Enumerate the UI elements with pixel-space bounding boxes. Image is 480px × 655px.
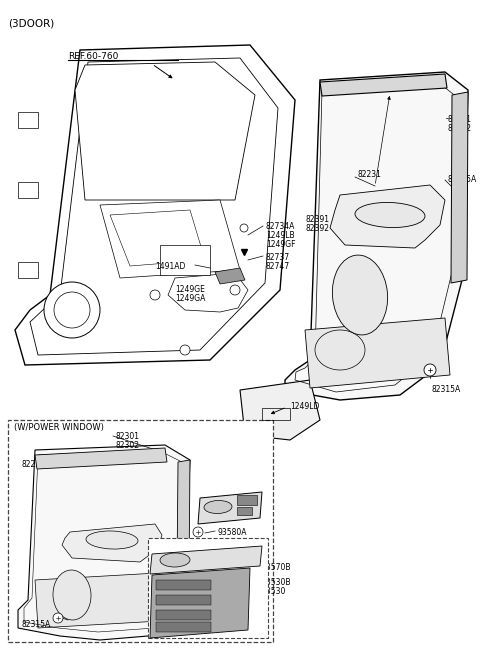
Text: 93570B: 93570B bbox=[262, 563, 291, 572]
Text: (3DOOR): (3DOOR) bbox=[8, 18, 54, 28]
Circle shape bbox=[193, 527, 203, 537]
Polygon shape bbox=[320, 74, 447, 96]
Polygon shape bbox=[305, 318, 450, 388]
Circle shape bbox=[150, 290, 160, 300]
Circle shape bbox=[44, 282, 100, 338]
Text: 82315A: 82315A bbox=[22, 620, 51, 629]
Polygon shape bbox=[18, 445, 190, 640]
Text: 82231: 82231 bbox=[358, 170, 382, 179]
Text: 93580A: 93580A bbox=[218, 528, 248, 537]
Text: (LH): (LH) bbox=[152, 541, 168, 550]
Circle shape bbox=[180, 345, 190, 355]
Ellipse shape bbox=[332, 255, 388, 335]
Text: 1249GA: 1249GA bbox=[175, 294, 205, 303]
Text: 82302: 82302 bbox=[115, 441, 139, 450]
Bar bbox=[18, 262, 38, 278]
Polygon shape bbox=[168, 273, 248, 312]
Bar bbox=[18, 182, 38, 198]
Text: 82231: 82231 bbox=[22, 460, 46, 469]
Text: (W/POWER WINDOW): (W/POWER WINDOW) bbox=[14, 423, 104, 432]
Polygon shape bbox=[35, 572, 178, 628]
Ellipse shape bbox=[355, 202, 425, 227]
Text: 82734A: 82734A bbox=[266, 222, 295, 231]
Bar bbox=[148, 538, 268, 638]
Polygon shape bbox=[177, 460, 190, 575]
Polygon shape bbox=[75, 62, 255, 200]
Text: 82301: 82301 bbox=[115, 432, 139, 441]
Ellipse shape bbox=[53, 570, 91, 620]
Ellipse shape bbox=[160, 553, 190, 567]
Text: 82391: 82391 bbox=[305, 215, 329, 224]
Polygon shape bbox=[330, 185, 445, 248]
Circle shape bbox=[54, 292, 90, 328]
Text: 1249GE: 1249GE bbox=[175, 285, 205, 294]
Text: 82747: 82747 bbox=[266, 262, 290, 271]
Text: 82315A: 82315A bbox=[448, 175, 477, 184]
Bar bbox=[18, 112, 38, 128]
Polygon shape bbox=[15, 45, 295, 365]
Circle shape bbox=[424, 364, 436, 376]
Circle shape bbox=[53, 613, 63, 623]
Ellipse shape bbox=[204, 500, 232, 514]
Bar bbox=[156, 595, 211, 605]
Ellipse shape bbox=[86, 531, 138, 549]
Text: REF.60-760: REF.60-760 bbox=[68, 52, 119, 61]
Polygon shape bbox=[215, 268, 245, 284]
Polygon shape bbox=[451, 92, 468, 283]
Polygon shape bbox=[110, 210, 205, 266]
Polygon shape bbox=[150, 546, 262, 574]
Text: 82302: 82302 bbox=[448, 124, 472, 133]
Bar bbox=[156, 580, 211, 590]
Circle shape bbox=[230, 285, 240, 295]
Polygon shape bbox=[198, 492, 262, 524]
Polygon shape bbox=[35, 448, 167, 469]
Polygon shape bbox=[150, 568, 250, 638]
Polygon shape bbox=[100, 200, 240, 278]
Polygon shape bbox=[285, 72, 468, 400]
Text: 82301: 82301 bbox=[448, 115, 472, 124]
Bar bbox=[237, 507, 252, 515]
Text: 1249LB: 1249LB bbox=[266, 231, 295, 240]
Bar bbox=[156, 610, 211, 620]
Text: 93530: 93530 bbox=[262, 587, 287, 596]
Text: 1249GF: 1249GF bbox=[266, 240, 296, 249]
Text: 1491AD: 1491AD bbox=[155, 262, 185, 271]
Text: 1249LD: 1249LD bbox=[290, 402, 319, 411]
Text: 82392: 82392 bbox=[305, 224, 329, 233]
Bar bbox=[160, 245, 210, 275]
Bar bbox=[237, 495, 257, 505]
Polygon shape bbox=[240, 380, 320, 440]
Text: 93530B: 93530B bbox=[262, 578, 291, 587]
Bar bbox=[156, 622, 211, 632]
Text: 82315A: 82315A bbox=[432, 385, 461, 394]
Bar bbox=[262, 408, 290, 420]
Bar bbox=[8, 420, 273, 642]
Polygon shape bbox=[62, 524, 162, 562]
Ellipse shape bbox=[315, 330, 365, 370]
Text: 82737: 82737 bbox=[266, 253, 290, 262]
Circle shape bbox=[240, 224, 248, 232]
